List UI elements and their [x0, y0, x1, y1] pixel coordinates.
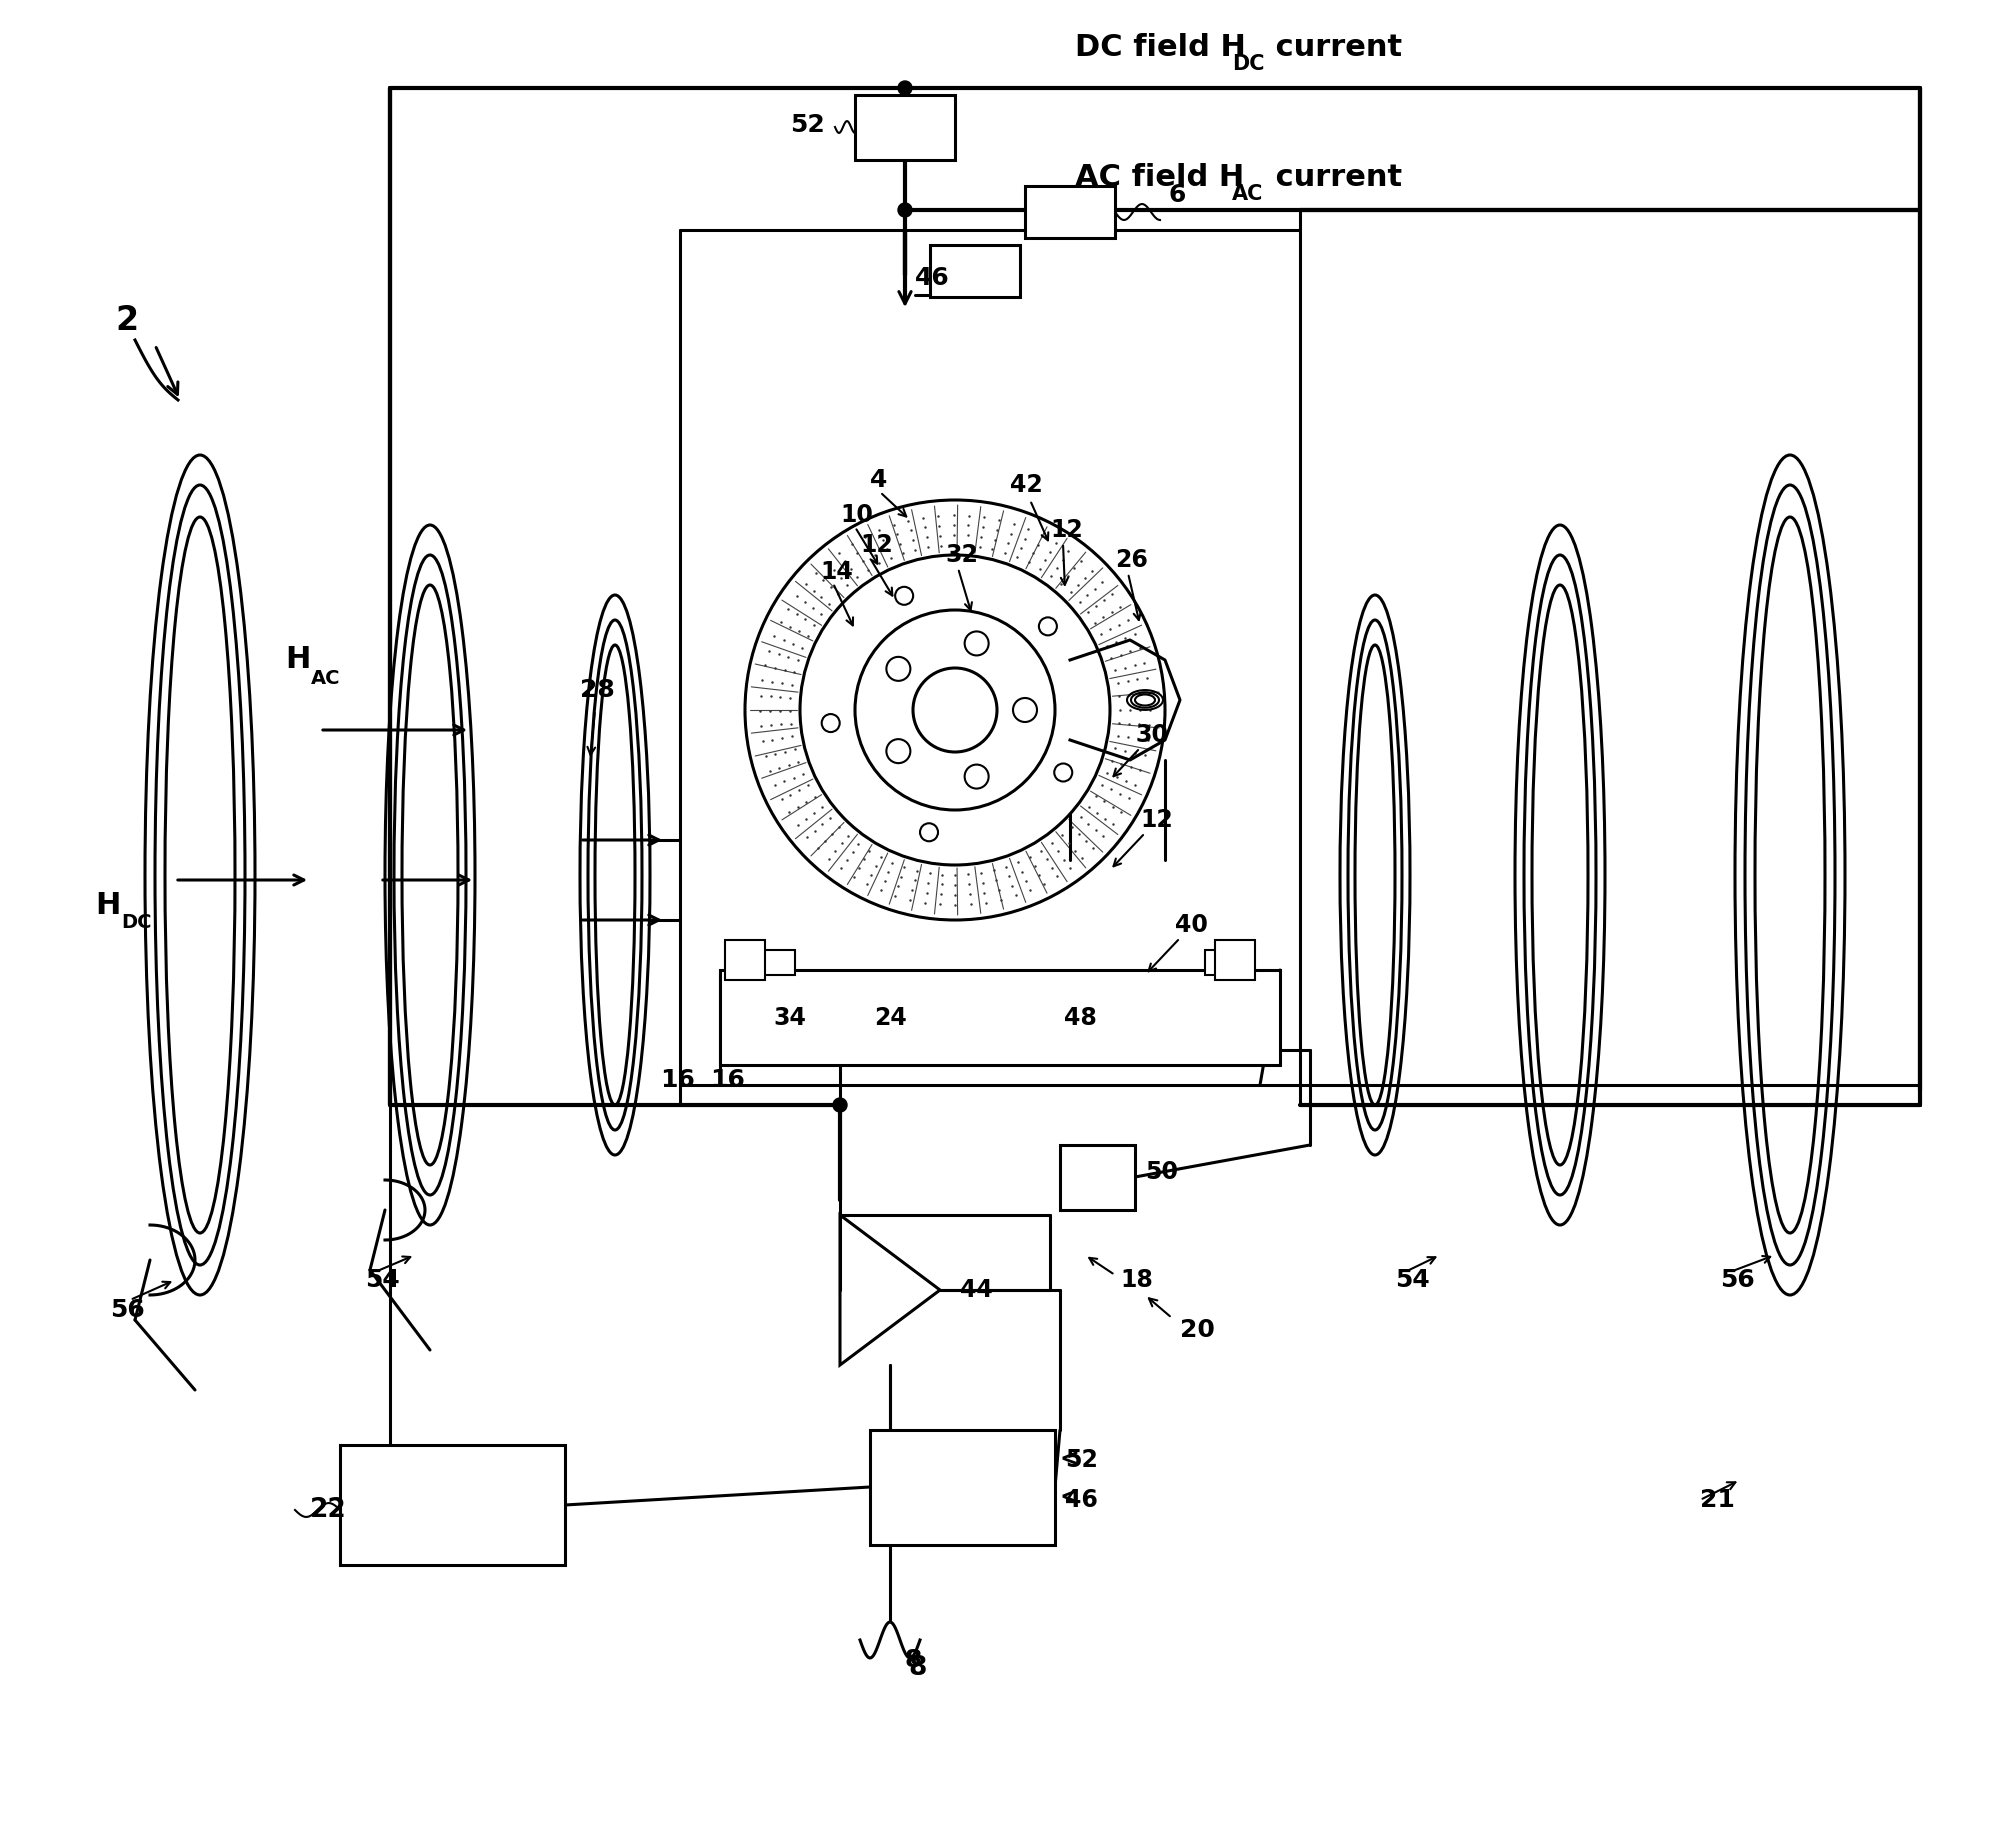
Circle shape [1013, 698, 1037, 722]
Text: AC field H: AC field H [1075, 163, 1245, 192]
Text: <: < [1061, 1486, 1079, 1510]
Text: 56: 56 [110, 1298, 144, 1322]
Circle shape [897, 80, 911, 95]
Text: 40: 40 [1175, 912, 1209, 938]
Text: 18: 18 [1121, 1269, 1153, 1292]
Text: current: current [1265, 33, 1403, 62]
Circle shape [833, 1099, 847, 1111]
Circle shape [965, 764, 989, 788]
Text: 44: 44 [959, 1278, 993, 1302]
Text: 12: 12 [859, 534, 893, 558]
Text: current: current [1265, 163, 1403, 192]
Bar [1215, 940, 1255, 980]
Text: H: H [96, 890, 120, 919]
Text: 6: 6 [1169, 183, 1185, 207]
Text: 16: 16 [659, 1068, 695, 1091]
Text: 22: 22 [310, 1497, 348, 1523]
Text: 32: 32 [945, 543, 977, 567]
Bar [1205, 951, 1251, 974]
Text: DC: DC [1233, 55, 1265, 73]
Text: 20: 20 [1181, 1318, 1215, 1342]
Circle shape [919, 823, 937, 841]
Text: 34: 34 [773, 1005, 807, 1029]
Text: 21: 21 [1700, 1488, 1734, 1512]
Bar [719, 971, 1281, 1066]
Circle shape [887, 739, 911, 762]
Text: 56: 56 [1720, 1269, 1754, 1292]
Bar [340, 1444, 565, 1565]
Circle shape [897, 203, 911, 218]
Text: 54: 54 [366, 1269, 400, 1292]
Text: 10: 10 [839, 503, 873, 526]
Text: 48: 48 [1063, 1005, 1097, 1029]
Text: DC: DC [122, 914, 152, 932]
Circle shape [799, 556, 1111, 865]
Circle shape [913, 667, 997, 751]
Text: 50: 50 [1145, 1161, 1179, 1185]
Text: <: < [1061, 1448, 1079, 1472]
Text: H: H [286, 645, 310, 675]
Text: 30: 30 [1135, 724, 1169, 748]
Text: 14: 14 [819, 559, 853, 583]
Text: 24: 24 [873, 1005, 907, 1029]
Circle shape [965, 631, 989, 656]
Bar [1061, 1144, 1135, 1210]
Text: 12: 12 [1141, 808, 1173, 832]
Bar [749, 951, 795, 974]
Circle shape [887, 656, 911, 680]
Bar [1025, 186, 1115, 238]
Text: 2: 2 [116, 303, 138, 336]
Bar [869, 1429, 1055, 1545]
Bar [855, 95, 955, 161]
Text: 4: 4 [869, 468, 887, 492]
Text: 12: 12 [1051, 517, 1083, 541]
Text: 46: 46 [1065, 1488, 1097, 1512]
Text: 26: 26 [1115, 548, 1149, 572]
Text: 42: 42 [1011, 473, 1043, 497]
Circle shape [855, 611, 1055, 810]
Circle shape [895, 587, 913, 605]
Text: 16: 16 [709, 1068, 745, 1091]
Circle shape [1055, 764, 1073, 782]
Text: 46: 46 [915, 267, 949, 291]
Text: AC: AC [312, 669, 340, 687]
Bar [725, 940, 765, 980]
Text: AC: AC [1233, 185, 1263, 205]
Text: 8: 8 [905, 1649, 923, 1673]
Text: 54: 54 [1395, 1269, 1431, 1292]
Text: DC field H: DC field H [1075, 33, 1247, 62]
Circle shape [821, 715, 839, 731]
Text: 8: 8 [907, 1654, 927, 1682]
Text: 28: 28 [579, 678, 615, 702]
Text: 52: 52 [789, 113, 825, 137]
Circle shape [1039, 618, 1057, 636]
Bar [929, 245, 1021, 296]
Text: 52: 52 [1065, 1448, 1097, 1472]
